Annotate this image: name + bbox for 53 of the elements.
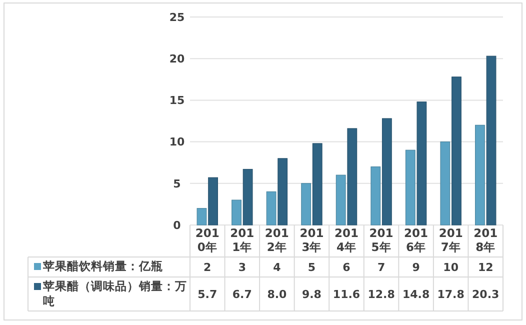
data-label: 7 [377,260,386,274]
data-label: 11.6 [332,288,360,301]
data-label: 14.8 [402,288,430,301]
data-label: 17.8 [437,288,464,301]
data-label: 5 [308,260,316,274]
y-tick-label: 15 [169,94,185,108]
bar [312,143,322,226]
data-label: 9 [412,260,420,274]
bar [370,166,381,226]
data-label: 4 [273,260,282,274]
data-label: 5.7 [198,288,218,301]
x-tick-label: 2016年 [403,226,430,254]
bar [278,158,288,226]
x-tick-label: 2017年 [438,226,464,254]
y-tick-label: 25 [169,10,185,24]
x-tick-label: 2014年 [333,226,360,254]
data-label: 6 [342,260,351,274]
bar [416,102,427,226]
x-tick-label: 2011年 [229,226,256,254]
x-tick-label: 2018年 [472,226,499,254]
data-label: 12.8 [368,288,395,301]
data-label: 20.3 [472,288,500,301]
data-label: 12 [478,260,494,274]
bar [475,124,485,226]
x-tick-label: 2015年 [368,226,394,254]
data-label: 8.0 [267,288,288,301]
bar [242,168,253,226]
bar [382,118,392,226]
data-label: 3 [238,260,246,274]
bar [208,177,218,226]
x-tick-label: 2012年 [264,226,290,254]
bar [266,191,276,226]
bar [347,128,358,226]
bar [232,200,242,226]
data-label: 6.7 [232,288,252,301]
data-label: 10 [443,260,459,274]
bar [301,183,312,226]
x-tick-label: 2010年 [194,226,220,254]
y-tick-label: 0 [173,218,182,232]
bar [452,76,462,226]
bar [405,150,416,226]
x-tick-label: 2013年 [298,226,325,254]
bar [486,56,496,226]
data-label: 9.8 [302,288,322,301]
legend-label: 苹果醋（调味品）销量：万吨 [43,279,187,308]
y-tick-label: 5 [173,177,181,190]
y-tick-label: 10 [169,136,185,149]
legend-label: 苹果醋饮料销量：亿瓶 [43,259,163,273]
bar [440,142,450,226]
data-label: 2 [204,260,212,274]
bar [336,174,346,226]
y-tick-label: 20 [169,52,185,66]
bar [196,208,207,226]
